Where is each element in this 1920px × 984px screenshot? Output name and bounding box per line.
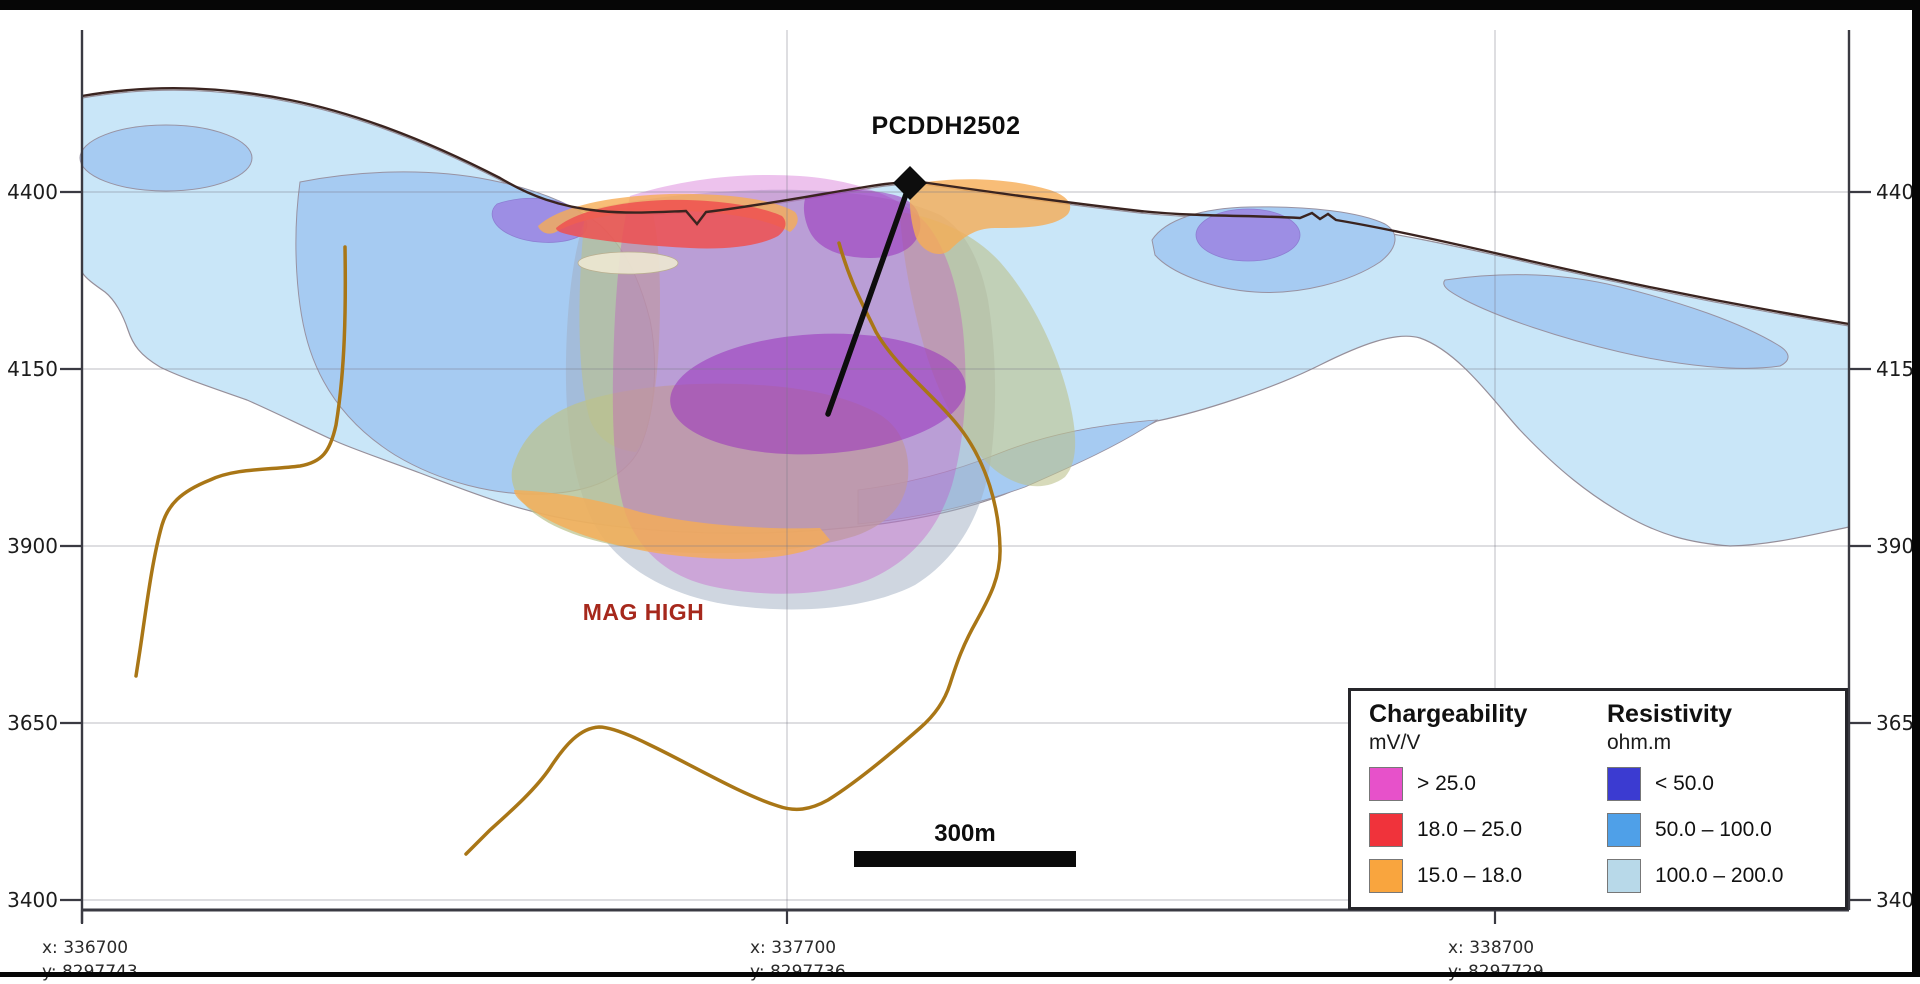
station-left-x: x: 336700 xyxy=(42,938,129,958)
chargeability-core-ellipse xyxy=(670,333,966,455)
y-axis-label-left-3400: 3400 xyxy=(7,888,58,912)
pale-blue-swatch-icon xyxy=(1607,859,1641,893)
olive-band-right xyxy=(900,212,1076,487)
legend-item-chargeability-18-25: 18.0 – 25.0 xyxy=(1369,807,1607,853)
magenta-swatch-icon xyxy=(1369,767,1403,801)
y-axis-label-left-3650: 3650 xyxy=(7,711,58,735)
terrain-line xyxy=(81,87,1850,326)
right-border-bar xyxy=(1912,0,1920,977)
cream-lens xyxy=(577,251,679,275)
resistivity-50-100-lens-right xyxy=(1443,274,1789,369)
legend-item-resistivity-50-100: 50.0 – 100.0 xyxy=(1607,807,1845,853)
legend-resistivity-unit: ohm.m xyxy=(1607,731,1672,754)
drillhole-trace xyxy=(825,180,913,417)
top-border-bar xyxy=(0,0,1920,10)
gridlines xyxy=(82,30,1849,910)
legend-item-chargeability-gt25: > 25.0 xyxy=(1369,761,1607,807)
legend-chargeability-title: Chargeability xyxy=(1369,700,1528,728)
blue-swatch-icon xyxy=(1607,767,1641,801)
legend-box: Chargeability mV/V > 25.0 18.0 – 25.0 15… xyxy=(1348,688,1848,910)
scale-bar-label: 300m xyxy=(934,820,996,847)
drillhole-label: PCDDH2502 xyxy=(871,112,1021,140)
resistivity-50-100-blob-topleft xyxy=(79,124,253,192)
y-axis-label-left-3900: 3900 xyxy=(7,534,58,558)
mag-contour-line-center xyxy=(464,241,1002,856)
legend-chargeability-unit: mV/V xyxy=(1369,731,1421,754)
legend-item-resistivity-lt50: < 50.0 xyxy=(1607,761,1845,807)
mag-contour-line-left xyxy=(134,245,348,678)
legend-item-label: 18.0 – 25.0 xyxy=(1417,818,1523,841)
mid-blue-swatch-icon xyxy=(1607,813,1641,847)
red-swatch-icon xyxy=(1369,813,1403,847)
legend-item-label: < 50.0 xyxy=(1655,772,1714,795)
legend-resistivity-column: Resistivity ohm.m < 50.0 50.0 – 100.0 10… xyxy=(1607,699,1845,901)
legend-item-chargeability-15-18: 15.0 – 18.0 xyxy=(1369,853,1607,899)
chargeability-15-18-bottom-fringe xyxy=(514,490,830,559)
legend-resistivity-title: Resistivity xyxy=(1607,700,1733,728)
y-axis-label-left-4400: 4400 xyxy=(7,180,58,204)
legend-item-resistivity-100-200: 100.0 – 200.0 xyxy=(1607,853,1845,899)
legend-item-label: 15.0 – 18.0 xyxy=(1417,864,1523,887)
mag-high-label: MAG HIGH xyxy=(582,599,705,625)
axes-frame xyxy=(80,30,1851,923)
y-axis-label-left-4150: 4150 xyxy=(7,357,58,381)
station-right-x: x: 338700 xyxy=(1448,938,1535,958)
legend-item-label: 100.0 – 200.0 xyxy=(1655,864,1784,887)
drillhole-collar-icon xyxy=(893,166,927,200)
resistivity-lt50-blob-topright xyxy=(1195,208,1301,262)
scale-bar xyxy=(854,851,1076,867)
legend-chargeability-column: Chargeability mV/V > 25.0 18.0 – 25.0 15… xyxy=(1369,699,1607,901)
bottom-border-bar xyxy=(0,972,1920,977)
legend-item-label: 50.0 – 100.0 xyxy=(1655,818,1772,841)
legend-item-label: > 25.0 xyxy=(1417,772,1476,795)
axis-ticks xyxy=(60,190,1871,924)
orange-swatch-icon xyxy=(1369,859,1403,893)
station-center-x: x: 337700 xyxy=(750,938,837,958)
